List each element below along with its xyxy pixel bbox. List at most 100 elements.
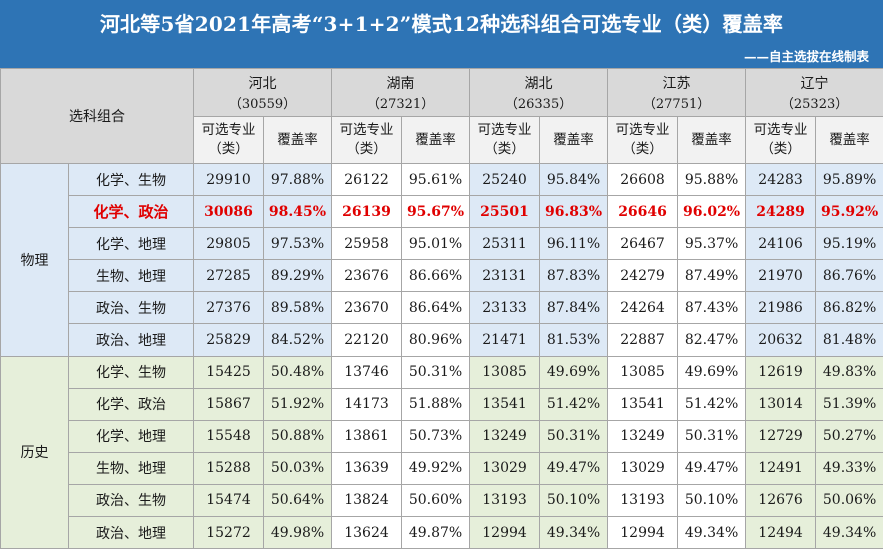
combo-label: 政治、生物 [69, 484, 194, 516]
major-count-cell: 12494 [746, 517, 816, 549]
major-count-cell: 13541 [608, 388, 678, 420]
rate-header: 覆盖率 [540, 117, 608, 164]
major-count-cell: 12994 [608, 517, 678, 549]
major-count-cell: 21471 [470, 324, 540, 356]
major-count-cell: 12729 [746, 420, 816, 452]
coverage-rate-cell: 97.53% [264, 228, 332, 260]
major-count-cell: 15867 [194, 388, 264, 420]
coverage-rate-cell: 81.53% [540, 324, 608, 356]
major-count-cell: 24279 [608, 260, 678, 292]
group-label: 历史 [1, 356, 69, 549]
combo-label: 化学、地理 [69, 420, 194, 452]
source-credit: ——自主选拔在线制表 [744, 46, 869, 65]
count-header: 可选专业（类） [332, 117, 402, 164]
count-header: 可选专业（类） [194, 117, 264, 164]
major-count-cell: 13029 [470, 452, 540, 484]
major-count-cell: 26646 [608, 196, 678, 228]
major-count-cell: 13746 [332, 356, 402, 388]
coverage-rate-cell: 50.31% [678, 420, 746, 452]
coverage-rate-cell: 87.84% [540, 292, 608, 324]
count-header-line2: （类） [470, 140, 539, 159]
coverage-rate-cell: 49.33% [816, 452, 883, 484]
coverage-rate-cell: 81.48% [816, 324, 883, 356]
count-header: 可选专业（类） [608, 117, 678, 164]
coverage-rate-cell: 50.48% [264, 356, 332, 388]
province-name: 河北 [249, 76, 277, 92]
major-count-cell: 26467 [608, 228, 678, 260]
count-header-line2: （类） [332, 140, 401, 159]
major-count-cell: 13541 [470, 388, 540, 420]
coverage-rate-cell: 95.37% [678, 228, 746, 260]
combo-label: 生物、地理 [69, 260, 194, 292]
major-count-cell: 22887 [608, 324, 678, 356]
count-header-line2: （类） [608, 140, 677, 159]
coverage-rate-cell: 49.69% [540, 356, 608, 388]
group-label: 物理 [1, 164, 69, 357]
coverage-rate-cell: 95.89% [816, 164, 883, 196]
coverage-rate-cell: 49.34% [540, 517, 608, 549]
major-count-cell: 24289 [746, 196, 816, 228]
major-count-cell: 23670 [332, 292, 402, 324]
count-header-line1: 可选专业 [194, 121, 263, 140]
coverage-rate-cell: 49.98% [264, 517, 332, 549]
coverage-rate-cell: 50.10% [678, 484, 746, 516]
major-count-cell: 15425 [194, 356, 264, 388]
major-count-cell: 15548 [194, 420, 264, 452]
coverage-rate-cell: 51.39% [816, 388, 883, 420]
combo-label: 政治、生物 [69, 292, 194, 324]
coverage-rate-cell: 82.47% [678, 324, 746, 356]
major-count-cell: 23133 [470, 292, 540, 324]
combo-label: 化学、政治 [69, 196, 194, 228]
coverage-rate-cell: 50.31% [540, 420, 608, 452]
coverage-rate-cell: 49.92% [402, 452, 470, 484]
major-count-cell: 13193 [470, 484, 540, 516]
corner-header: 选科组合 [1, 69, 194, 164]
major-count-cell: 25311 [470, 228, 540, 260]
coverage-rate-cell: 50.73% [402, 420, 470, 452]
coverage-rate-cell: 89.29% [264, 260, 332, 292]
major-count-cell: 20632 [746, 324, 816, 356]
coverage-rate-cell: 98.45% [264, 196, 332, 228]
combo-label: 化学、地理 [69, 228, 194, 260]
major-count-cell: 12994 [470, 517, 540, 549]
coverage-rate-cell: 86.82% [816, 292, 883, 324]
major-count-cell: 13861 [332, 420, 402, 452]
coverage-rate-cell: 95.92% [816, 196, 883, 228]
coverage-rate-cell: 49.34% [816, 517, 883, 549]
province-header: 辽宁（25323） [746, 69, 883, 117]
province-header: 湖南（27321） [332, 69, 470, 117]
major-count-cell: 23131 [470, 260, 540, 292]
major-count-cell: 13085 [470, 356, 540, 388]
province-total: （27321） [332, 93, 469, 112]
major-count-cell: 29910 [194, 164, 264, 196]
major-count-cell: 13249 [608, 420, 678, 452]
count-header-line1: 可选专业 [746, 121, 815, 140]
coverage-rate-cell: 51.92% [264, 388, 332, 420]
coverage-rate-cell: 51.88% [402, 388, 470, 420]
coverage-rate-cell: 50.64% [264, 484, 332, 516]
coverage-rate-cell: 51.42% [678, 388, 746, 420]
coverage-table: 选科组合 河北（30559）湖南（27321）湖北（26335）江苏（27751… [0, 68, 883, 549]
province-total: （30559） [194, 93, 331, 112]
major-count-cell: 27376 [194, 292, 264, 324]
coverage-rate-cell: 49.47% [540, 452, 608, 484]
province-total: （25323） [746, 93, 883, 112]
major-count-cell: 26608 [608, 164, 678, 196]
coverage-rate-cell: 49.83% [816, 356, 883, 388]
province-header: 湖北（26335） [470, 69, 608, 117]
rate-header: 覆盖率 [816, 117, 883, 164]
province-name: 辽宁 [801, 76, 829, 92]
major-count-cell: 30086 [194, 196, 264, 228]
count-header-line2: （类） [746, 140, 815, 159]
major-count-cell: 13824 [332, 484, 402, 516]
combo-label: 化学、生物 [69, 356, 194, 388]
